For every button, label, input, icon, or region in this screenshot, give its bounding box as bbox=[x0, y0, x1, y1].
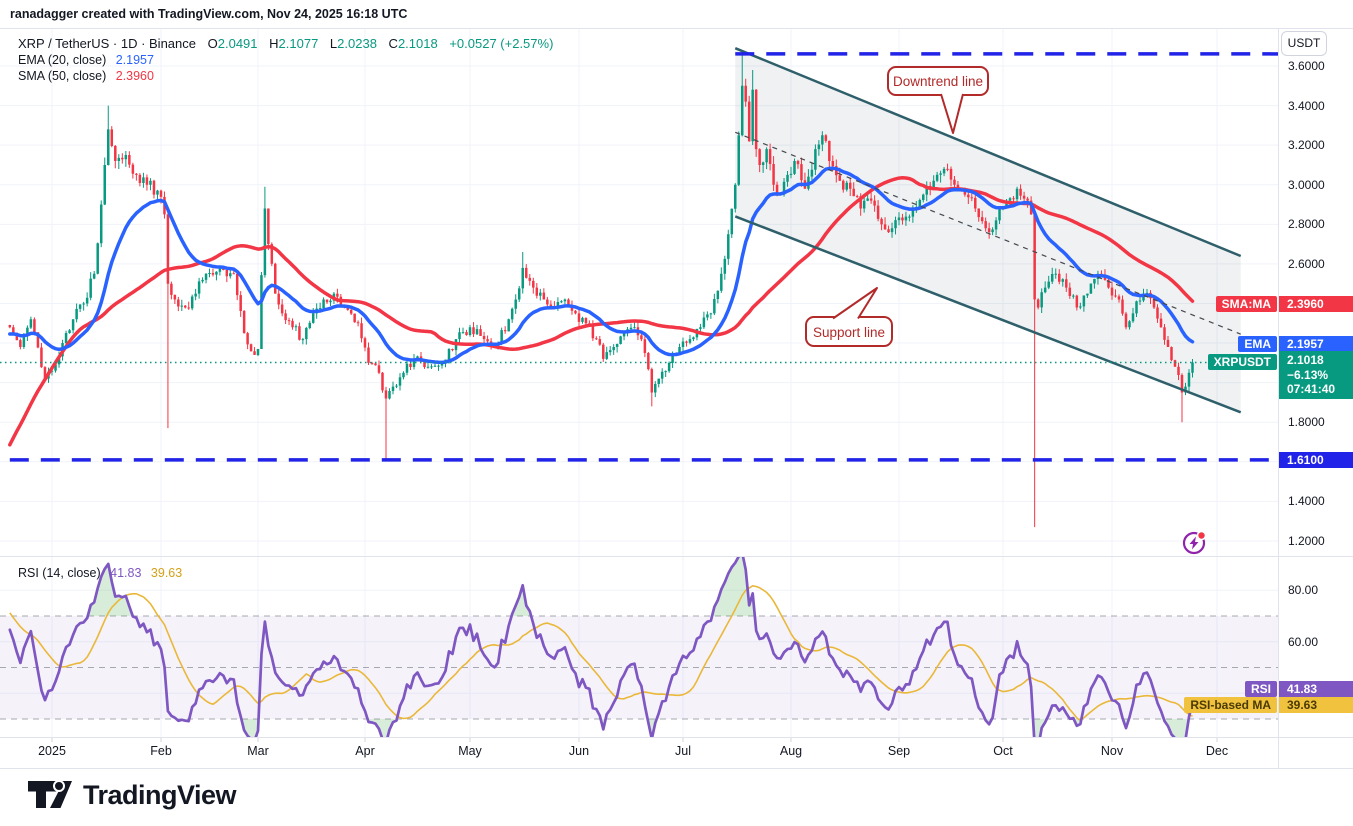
time-axis-label: Mar bbox=[247, 744, 269, 758]
ema-axis-value: 2.1957 bbox=[1279, 335, 1353, 352]
time-axis-label: May bbox=[458, 744, 482, 758]
tradingview-brand-text: TradingView bbox=[83, 779, 237, 810]
time-axis-label: Oct bbox=[993, 744, 1013, 758]
grid-lines bbox=[0, 28, 1353, 769]
sma-legend[interactable]: SMA (50, close) 2.3960 bbox=[18, 69, 154, 83]
ema-label: EMA (20, close) bbox=[18, 52, 107, 67]
price-tick-label: 1.8000 bbox=[1288, 415, 1325, 430]
currency-toggle-button[interactable]: USDT bbox=[1281, 31, 1327, 56]
ohlc-close-label: C bbox=[388, 36, 398, 51]
flash-idea-icon[interactable] bbox=[1182, 530, 1207, 555]
rsi-ma-axis-value: 39.63 bbox=[1279, 696, 1353, 713]
time-axis-label: Feb bbox=[150, 744, 172, 758]
ema-legend[interactable]: EMA (20, close) 2.1957 bbox=[18, 53, 154, 67]
svg-text:Downtrend line: Downtrend line bbox=[893, 74, 983, 89]
price-tick-label: 2.6000 bbox=[1288, 256, 1325, 271]
time-axis-label: Aug bbox=[779, 744, 803, 758]
rsi-axis-label: RSI bbox=[1244, 680, 1277, 697]
price-tick-label: 1.4000 bbox=[1288, 494, 1325, 509]
rsi-series bbox=[0, 557, 1278, 737]
time-axis-label: Jul bbox=[675, 744, 691, 758]
price-tick-label: 3.4000 bbox=[1288, 98, 1325, 113]
time-axis-label: Dec bbox=[1205, 744, 1229, 758]
support-level-badge: 1.6100 bbox=[1279, 451, 1353, 468]
rsi-ma-value: 39.63 bbox=[150, 566, 183, 580]
rsi-tick-label: 60.00 bbox=[1288, 634, 1319, 649]
sma-value: 2.3960 bbox=[115, 68, 154, 83]
symbol-axis-label: XRPUSDT bbox=[1207, 354, 1277, 371]
svg-text:Support line: Support line bbox=[813, 325, 885, 340]
time-axis-label: Apr bbox=[355, 744, 375, 758]
time-axis-label: Sep bbox=[887, 744, 911, 758]
price-tick-label: 3.6000 bbox=[1288, 59, 1325, 73]
time-axis-label: Jun bbox=[568, 744, 590, 758]
rsi-tick-label: 80.00 bbox=[1288, 583, 1319, 598]
downtrend-callout[interactable]: Downtrend line bbox=[887, 66, 989, 134]
ohlc-high-value: 2.1077 bbox=[278, 36, 319, 51]
ohlc-low-label: L bbox=[329, 36, 338, 51]
rsi-label: RSI (14, close) bbox=[18, 566, 101, 580]
rsi-ma-axis-label: RSI-based MA bbox=[1184, 696, 1277, 713]
sma-axis-label: SMA:MA bbox=[1215, 296, 1277, 313]
ohlc-close-value: 2.1018 bbox=[397, 36, 438, 51]
time-axis-label: 2025 bbox=[38, 744, 66, 758]
ohlc-high-label: H bbox=[269, 36, 279, 51]
tradingview-branding[interactable]: TradingView bbox=[28, 778, 237, 812]
attribution-bar: ranadagger created with TradingView.com,… bbox=[0, 0, 1353, 28]
sma-axis-value: 2.3960 bbox=[1279, 296, 1353, 313]
drawn-levels bbox=[0, 47, 1278, 462]
ohlc-open-label: O bbox=[207, 36, 218, 51]
ema-value: 2.1957 bbox=[115, 52, 154, 67]
symbol-legend[interactable]: XRP / TetherUS · 1D · Binance O2.0491 H2… bbox=[18, 36, 553, 51]
ohlc-low-value: 2.0238 bbox=[337, 36, 377, 51]
rsi-axis-value: 41.83 bbox=[1279, 680, 1353, 697]
last-price-change: −6.13% bbox=[1287, 367, 1329, 382]
rsi-legend[interactable]: RSI (14, close) 41.83 39.63 bbox=[18, 566, 182, 580]
support-callout[interactable]: Support line bbox=[805, 287, 893, 347]
change-value: +0.0527 (+2.57%) bbox=[449, 36, 554, 51]
moving-averages bbox=[8, 166, 1195, 447]
ohlc-open-value: 2.0491 bbox=[217, 36, 258, 51]
price-tick-label: 1.2000 bbox=[1288, 533, 1325, 548]
price-tick-label: 2.8000 bbox=[1288, 217, 1325, 232]
ema-axis-label: EMA bbox=[1238, 335, 1277, 352]
sma-label: SMA (50, close) bbox=[18, 68, 107, 83]
price-tick-label: 3.2000 bbox=[1288, 138, 1325, 153]
tradingview-logo-icon bbox=[28, 780, 72, 808]
price-tick-label: 3.0000 bbox=[1288, 177, 1325, 192]
last-price-countdown: 07:41:40 bbox=[1287, 382, 1336, 397]
time-axis-label: Nov bbox=[1100, 744, 1124, 758]
rsi-value: 41.83 bbox=[110, 566, 142, 580]
last-price-badge: 2.1018 −6.13% 07:41:40 bbox=[1279, 351, 1353, 399]
attribution-text: ranadagger created with TradingView.com,… bbox=[10, 7, 408, 21]
symbol-title: XRP / TetherUS · 1D · Binance bbox=[18, 36, 196, 51]
last-price-value: 2.1018 bbox=[1287, 353, 1324, 368]
